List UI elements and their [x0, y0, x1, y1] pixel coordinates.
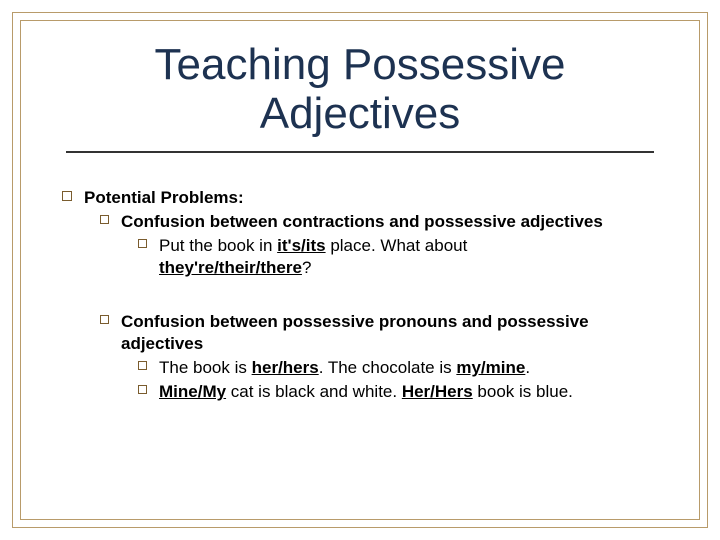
- bullet-level0: Potential Problems:: [62, 187, 658, 209]
- text-fragment: . The chocolate is: [319, 358, 457, 377]
- underlined-term: Her/Hers: [402, 382, 473, 401]
- bullet-level1: Confusion between contractions and posse…: [100, 211, 658, 233]
- slide-content: Teaching Possessive Adjectives Potential…: [22, 22, 698, 518]
- bullet-level2: Mine/My cat is black and white. Her/Hers…: [138, 381, 658, 403]
- bullet-level2: The book is her/hers. The chocolate is m…: [138, 357, 658, 379]
- underlined-term: it's/its: [277, 236, 325, 255]
- square-bullet-icon: [138, 239, 147, 248]
- text-fragment: .: [525, 358, 530, 377]
- slide-title: Teaching Possessive Adjectives: [62, 40, 658, 139]
- example-text: Put the book in it's/its place. What abo…: [159, 235, 467, 279]
- text-fragment: book is blue.: [473, 382, 573, 401]
- title-divider: [66, 151, 654, 153]
- text-fragment: The book is: [159, 358, 252, 377]
- bullet-level1: Confusion between possessive pronouns an…: [100, 311, 658, 355]
- text-fragment: ?: [302, 258, 311, 277]
- example-text: Mine/My cat is black and white. Her/Hers…: [159, 381, 573, 403]
- bullet-level2: Put the book in it's/its place. What abo…: [138, 235, 658, 279]
- text-fragment: cat is black and white.: [226, 382, 402, 401]
- underlined-term: her/hers: [252, 358, 319, 377]
- square-bullet-icon: [138, 385, 147, 394]
- underlined-term: they're/their/there: [159, 258, 302, 277]
- underlined-term: Mine/My: [159, 382, 226, 401]
- vertical-spacer: [62, 281, 658, 309]
- section1-label: Confusion between contractions and posse…: [121, 211, 603, 233]
- square-bullet-icon: [62, 191, 72, 201]
- square-bullet-icon: [138, 361, 147, 370]
- underlined-term: my/mine: [456, 358, 525, 377]
- section2-label: Confusion between possessive pronouns an…: [121, 311, 658, 355]
- example-text: The book is her/hers. The chocolate is m…: [159, 357, 530, 379]
- text-fragment: place. What about: [326, 236, 468, 255]
- square-bullet-icon: [100, 215, 109, 224]
- square-bullet-icon: [100, 315, 109, 324]
- heading-text: Potential Problems:: [84, 187, 244, 209]
- text-fragment: Put the book in: [159, 236, 277, 255]
